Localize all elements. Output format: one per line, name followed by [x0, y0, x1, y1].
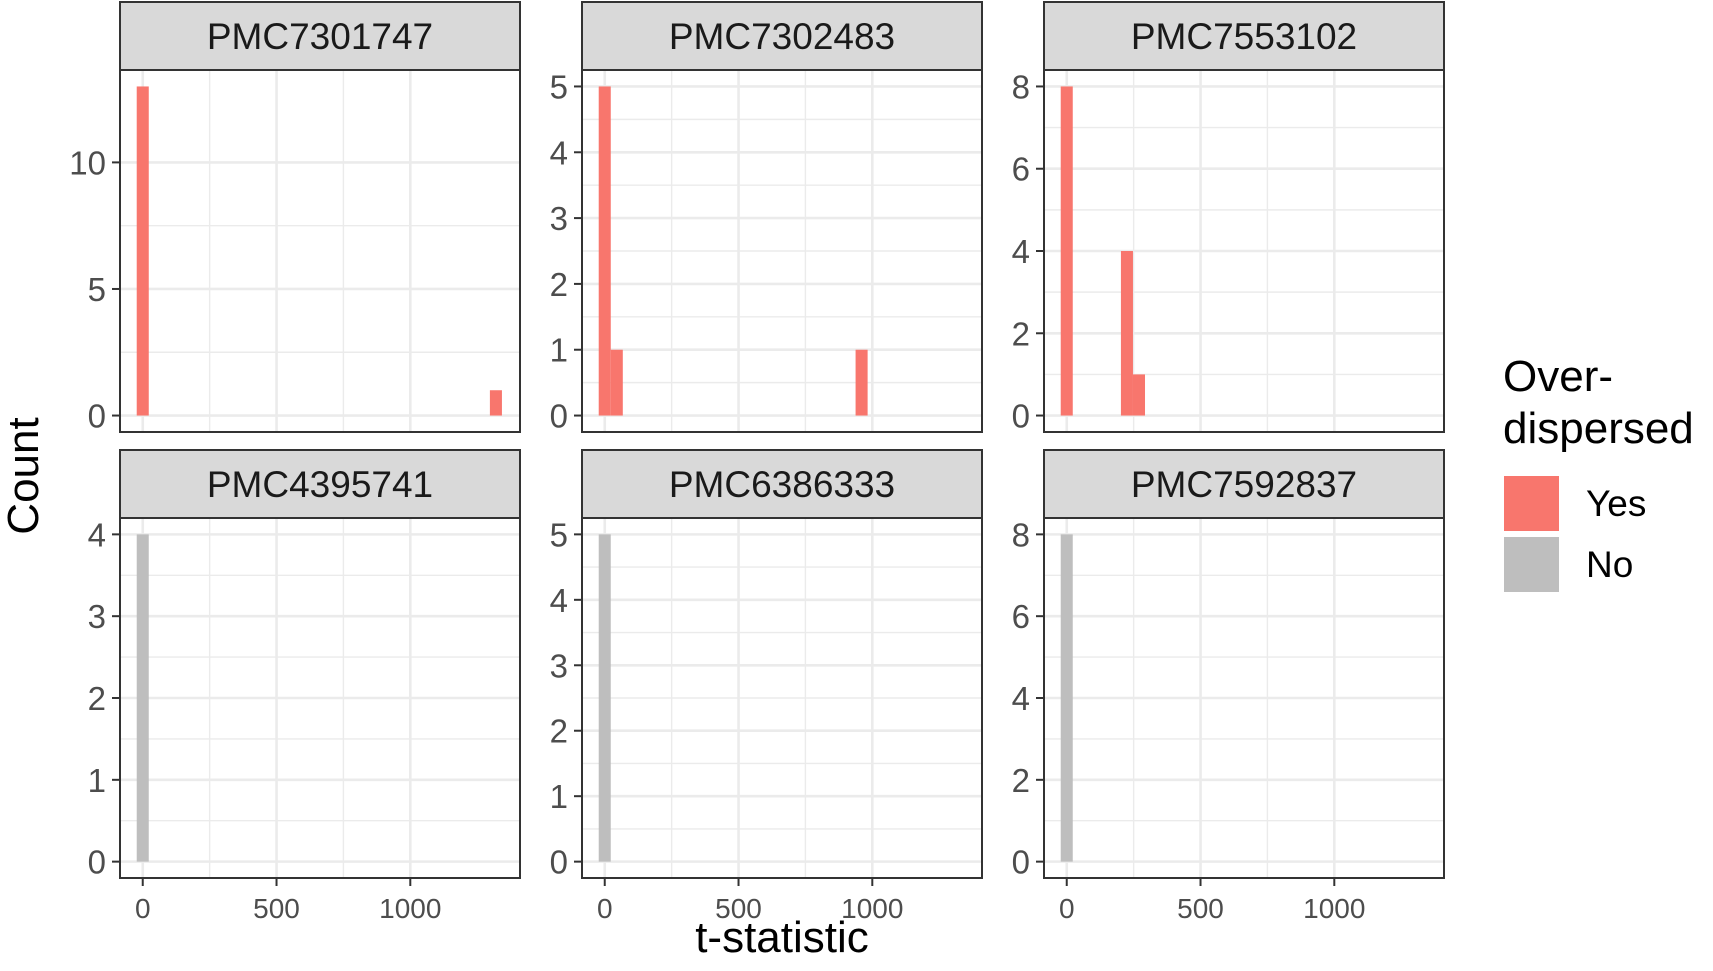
facet-4-x-tick-label: 500	[253, 893, 300, 924]
facet-6-y-tick-label: 8	[1012, 516, 1030, 553]
facet-5-y-tick-label: 0	[550, 844, 568, 881]
facet-2-y-tick-label: 0	[550, 398, 568, 435]
facet-6-x-tick-label: 500	[1177, 893, 1224, 924]
facet-6-y-tick-label: 6	[1012, 598, 1030, 635]
facet-6-y-tick-label: 2	[1012, 762, 1030, 799]
facet-6-y-tick-label: 0	[1012, 844, 1030, 881]
facet-2-bar	[610, 349, 623, 416]
facet-3-strip-title: PMC7553102	[1131, 16, 1357, 57]
facet-4-strip-title: PMC4395741	[207, 464, 433, 505]
facet-3-y-tick-label: 2	[1012, 315, 1030, 352]
facet-6-bar	[1060, 534, 1073, 862]
facet-5-y-tick-label: 4	[550, 582, 568, 619]
facet-1-bar	[489, 390, 502, 416]
facet-2-y-tick-label: 3	[550, 200, 568, 237]
facet-1-strip	[119, 1, 521, 71]
facet-5-x-tick-label: 1000	[841, 893, 903, 924]
facet-5-strip-title: PMC6386333	[669, 464, 895, 505]
facet-1-bar	[136, 86, 149, 416]
facet-2-y-tick-label: 1	[550, 332, 568, 369]
y-axis-title: Count	[0, 417, 48, 534]
facet-4-y-tick-label: 4	[88, 516, 106, 553]
facet-2-strip-title: PMC7302483	[669, 16, 895, 57]
facet-5-y-tick-label: 3	[550, 647, 568, 684]
legend-title-line: Over-	[1503, 352, 1613, 401]
facet-4-y-tick-label: 2	[88, 680, 106, 717]
facet-3-y-tick-label: 8	[1012, 68, 1030, 105]
facet-3-bar	[1132, 374, 1146, 416]
facet-4-y-tick-label: 0	[88, 844, 106, 881]
facet-6-strip-title: PMC7592837	[1131, 464, 1357, 505]
facet-1-y-tick-label: 5	[88, 271, 106, 308]
facet-5-x-tick-label: 500	[715, 893, 762, 924]
facet-2-bar	[598, 86, 611, 416]
facet-3-bar	[1060, 86, 1073, 416]
facet-4-y-tick-label: 3	[88, 598, 106, 635]
facet-6-strip	[1043, 449, 1445, 519]
facet-4-x-tick-label: 1000	[379, 893, 441, 924]
facet-6-y-tick-label: 4	[1012, 680, 1030, 717]
facet-4-x-tick-label: 0	[135, 893, 151, 924]
facet-6-x-tick-label: 0	[1059, 893, 1075, 924]
facet-2-y-tick-label: 4	[550, 134, 568, 171]
legend-label-no: No	[1586, 544, 1633, 585]
facet-2-y-tick-label: 5	[550, 68, 568, 105]
facet-3-bar	[1120, 251, 1133, 416]
facet-2-bar	[855, 349, 868, 416]
legend-key-no	[1504, 537, 1559, 592]
facet-5-y-tick-label: 5	[550, 516, 568, 553]
facet-5-bar	[598, 534, 611, 862]
x-axis-title: t-statistic	[695, 913, 869, 962]
facet-3-strip	[1043, 1, 1445, 71]
facet-6-x-tick-label: 1000	[1303, 893, 1365, 924]
legend-title-line: dispersed	[1503, 404, 1694, 453]
facet-3-y-tick-label: 4	[1012, 233, 1030, 270]
legend-key-yes	[1504, 476, 1559, 531]
facet-5-x-tick-label: 0	[597, 893, 613, 924]
facet-2-strip	[581, 1, 983, 71]
facet-4-bar	[136, 534, 149, 862]
facet-1-panel	[120, 70, 520, 432]
facet-5-y-tick-label: 1	[550, 778, 568, 815]
facet-1-strip-title: PMC7301747	[207, 16, 433, 57]
facet-1-y-tick-label: 10	[69, 144, 106, 181]
facet-3-y-tick-label: 6	[1012, 151, 1030, 188]
facet-5-strip	[581, 449, 983, 519]
facet-4-strip	[119, 449, 521, 519]
facet-4-y-tick-label: 1	[88, 762, 106, 799]
facet-2-y-tick-label: 2	[550, 266, 568, 303]
legend-label-yes: Yes	[1586, 483, 1646, 524]
facet-5-y-tick-label: 2	[550, 713, 568, 750]
facet-1-y-tick-label: 0	[88, 398, 106, 435]
facet-3-y-tick-label: 0	[1012, 398, 1030, 435]
